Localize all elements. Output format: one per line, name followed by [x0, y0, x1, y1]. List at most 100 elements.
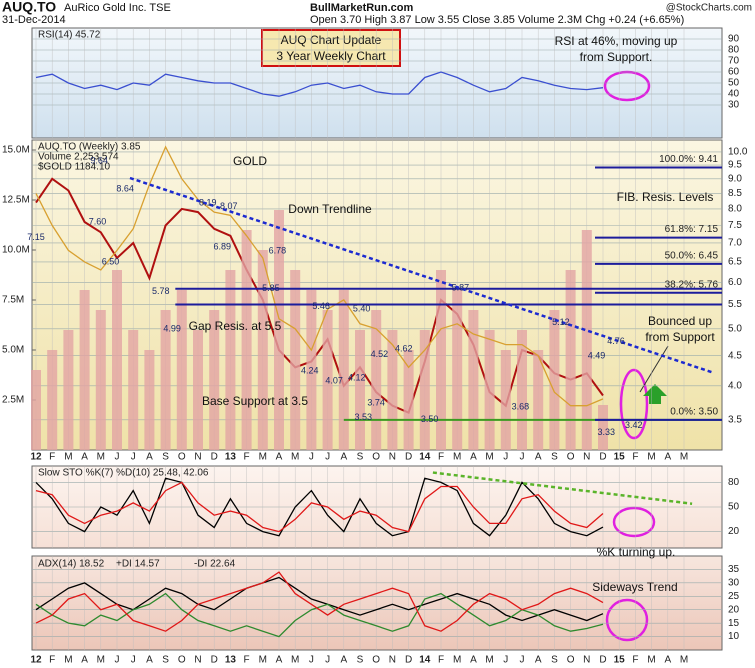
- legend-entry: +DI 14.57: [116, 559, 160, 570]
- volume-bar: [371, 310, 382, 450]
- price-label: 3.68: [512, 401, 530, 411]
- volume-bar: [225, 270, 236, 450]
- x-tick-label: M: [647, 452, 655, 463]
- y-tick-label: 30: [728, 100, 740, 111]
- legend-entry: Volume 2,253,574: [38, 152, 119, 163]
- series-line: [35, 145, 604, 407]
- adx-panel: [31, 555, 723, 651]
- x-tick-label: J: [131, 655, 136, 666]
- y2-tick-label: 2.5M: [2, 395, 24, 406]
- panel-title: Slow STO %K(7) %D(10) 25.48, 42.06: [38, 468, 209, 479]
- price-label: 5.46: [312, 301, 330, 311]
- x-tick-label: F: [632, 452, 638, 463]
- y-tick-label: 80: [728, 477, 740, 488]
- x-tick-label: M: [485, 655, 493, 666]
- y-tick-label: 50: [728, 78, 740, 89]
- price-label: 3.74: [367, 397, 385, 407]
- volume-bar: [338, 290, 349, 450]
- annotation: FIB. Resis. Levels: [617, 190, 714, 204]
- x-tick-label: J: [325, 452, 330, 463]
- highlight: [612, 506, 656, 538]
- x-tick-label: J: [115, 655, 120, 666]
- x-tick-label: M: [97, 655, 105, 666]
- volume-bar: [274, 210, 284, 450]
- site: BullMarketRun.com: [310, 2, 414, 14]
- x-tick-label: A: [535, 452, 542, 463]
- price-label: 8.64: [116, 184, 134, 194]
- annotation: from Support.: [580, 50, 653, 64]
- series-line: [35, 481, 604, 533]
- x-tick-label: M: [647, 655, 655, 666]
- x-tick-label: F: [438, 452, 444, 463]
- price-label: 7.15: [27, 232, 45, 242]
- x-tick-label: O: [178, 655, 186, 666]
- x-tick-label: A: [664, 452, 671, 463]
- price-label: 4.62: [395, 343, 413, 353]
- x-tick-label: O: [178, 452, 186, 463]
- y-tick-label: 80: [728, 45, 740, 56]
- x-tick-label: S: [357, 452, 364, 463]
- x-tick-label: 13: [225, 655, 237, 666]
- annotation: Base Support at 3.5: [202, 394, 308, 408]
- x-tick-label: 13: [225, 452, 237, 463]
- x-tick-label: F: [244, 452, 250, 463]
- x-tick-label: M: [453, 655, 461, 666]
- series-line: [35, 571, 604, 632]
- x-tick-label: M: [291, 452, 299, 463]
- y-tick-label: 70: [728, 56, 740, 67]
- x-tick-label: 14: [419, 452, 431, 463]
- fib-label: 38.2%: 5.76: [665, 279, 719, 290]
- pointer: [639, 345, 669, 393]
- x-tick-label: O: [372, 655, 380, 666]
- x-tick-label: F: [49, 452, 55, 463]
- series-line: [35, 477, 604, 537]
- x-tick-label: M: [291, 655, 299, 666]
- price-label: 3.33: [597, 427, 615, 437]
- x-tick-label: M: [64, 452, 72, 463]
- annotation: Bounced up: [648, 314, 712, 328]
- volume-bar: [209, 310, 220, 450]
- volume-bar: [306, 290, 317, 450]
- volume-bar: [322, 310, 333, 450]
- annotation: Down Trendline: [288, 202, 372, 216]
- y-tick-label: 60: [728, 67, 740, 78]
- volume-bar: [257, 250, 268, 450]
- volume-bar: [290, 270, 301, 450]
- price-label: 4.07: [325, 376, 343, 386]
- x-tick-label: 12: [30, 452, 42, 463]
- legend-entry: -DI 22.64: [194, 559, 236, 570]
- x-tick-label: 15: [614, 452, 626, 463]
- price-label: 3.42: [625, 420, 643, 430]
- volume-bar: [144, 350, 155, 450]
- y-tick-label: 6.5: [728, 257, 742, 268]
- volume-bar: [419, 330, 430, 450]
- y-tick-label: 15: [728, 618, 740, 629]
- x-tick-label: A: [535, 655, 542, 666]
- volume-bar: [31, 370, 41, 450]
- x-tick-label: A: [470, 452, 477, 463]
- x-tick-label: A: [81, 452, 88, 463]
- x-tick-label: F: [49, 655, 55, 666]
- volume-bar: [79, 290, 90, 450]
- volume-bar: [452, 290, 463, 450]
- x-tick-label: M: [259, 452, 267, 463]
- price-label: 3.53: [354, 412, 372, 422]
- y2-tick-label: 12.5M: [2, 195, 30, 206]
- price-label: 7.60: [89, 216, 107, 226]
- x-tick-label: N: [583, 452, 590, 463]
- volume-bar: [581, 230, 592, 450]
- price-label: 4.49: [588, 351, 606, 361]
- legend-entry: AUQ.TO (Weekly) 3.85: [38, 142, 141, 153]
- price-label: 5.12: [552, 317, 570, 327]
- volume-bar: [193, 330, 203, 450]
- y-tick-label: 35: [728, 564, 740, 575]
- x-tick-label: O: [567, 655, 575, 666]
- price-label: 5.85: [262, 283, 280, 293]
- price-label: 8.19: [199, 197, 217, 207]
- price-label: 6.78: [269, 246, 287, 256]
- annotation: GOLD: [233, 154, 267, 168]
- x-tick-label: S: [551, 452, 558, 463]
- x-tick-label: S: [551, 655, 558, 666]
- x-tick-label: A: [340, 452, 347, 463]
